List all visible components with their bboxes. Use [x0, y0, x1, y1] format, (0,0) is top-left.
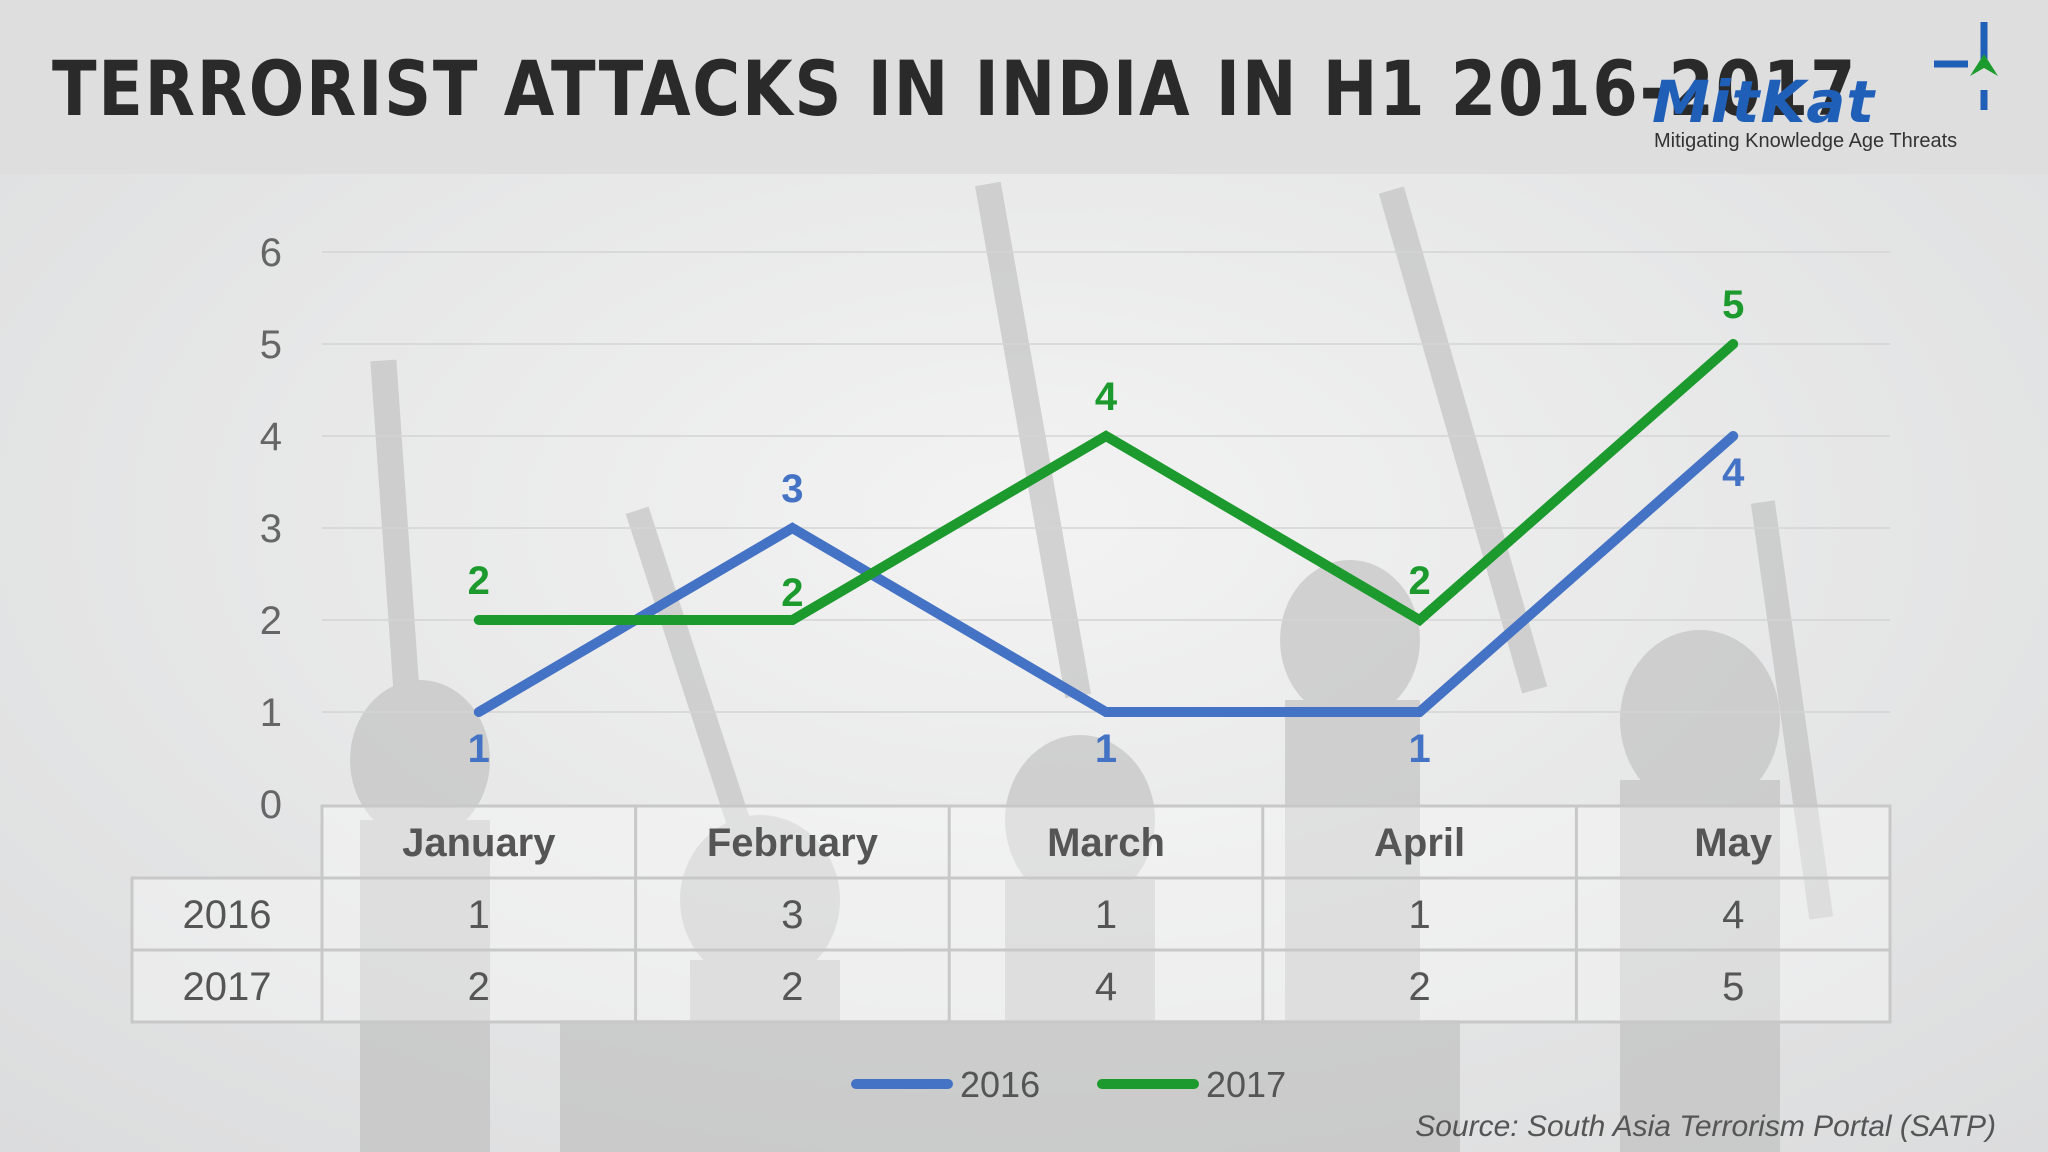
category-label: April: [1374, 821, 1465, 865]
series-line-2017: [473, 339, 1739, 627]
header-band: TERRORIST ATTACKS IN INDIA IN H1 2016-20…: [0, 0, 2048, 174]
y-tick-label: 4: [260, 415, 282, 459]
table-row-label: 2017: [183, 965, 272, 1009]
crosshair-icon: [1934, 22, 1998, 110]
table-cell: 2: [468, 965, 490, 1009]
table-cell: 2: [1408, 965, 1430, 1009]
chart-title: TERRORIST ATTACKS IN INDIA IN H1 2016-20…: [52, 44, 1858, 133]
table-row: [130, 876, 1892, 952]
brand-logo: MitKat Mitigating Knowledge Age Threats: [1650, 18, 2010, 158]
data-label: 4: [1722, 451, 1745, 495]
data-label: 4: [1095, 375, 1118, 419]
table-cell: 4: [1095, 965, 1117, 1009]
y-tick-label: 6: [260, 231, 282, 275]
data-label: 1: [1095, 727, 1117, 771]
y-tick-label: 1: [260, 691, 282, 735]
legend-label: 2017: [1206, 1064, 1286, 1105]
table-cell: 3: [781, 893, 803, 937]
table-row-label: 2016: [183, 893, 272, 937]
data-label: 5: [1722, 283, 1744, 327]
category-label: March: [1047, 821, 1165, 865]
table-cell: 1: [1095, 893, 1117, 937]
table-cell: 1: [468, 893, 490, 937]
data-label: 1: [1408, 727, 1430, 771]
data-label: 2: [1408, 559, 1430, 603]
table-cell: 2: [781, 965, 803, 1009]
data-label: 2: [781, 571, 803, 615]
y-tick-label: 5: [260, 323, 282, 367]
category-label: May: [1694, 821, 1773, 865]
series-line-2016: [473, 431, 1739, 717]
logo-wordmark: MitKat: [1652, 68, 1876, 136]
table-cell: 1: [1408, 893, 1430, 937]
source-note: Source: South Asia Terrorism Portal (SAT…: [1415, 1110, 1996, 1143]
table-row: [130, 948, 1892, 1024]
category-label: January: [402, 821, 556, 865]
data-label: 3: [781, 467, 803, 511]
category-label: February: [707, 821, 879, 865]
y-tick-label: 3: [260, 507, 282, 551]
y-tick-label: 2: [260, 599, 282, 643]
legend-label: 2016: [960, 1064, 1040, 1105]
data-label: 2: [468, 559, 490, 603]
data-label: 1: [468, 727, 490, 771]
table-cell: 4: [1722, 893, 1744, 937]
y-tick-label: 0: [260, 783, 282, 827]
logo-tagline: Mitigating Knowledge Age Threats: [1654, 130, 1958, 152]
table-cell: 5: [1722, 965, 1744, 1009]
